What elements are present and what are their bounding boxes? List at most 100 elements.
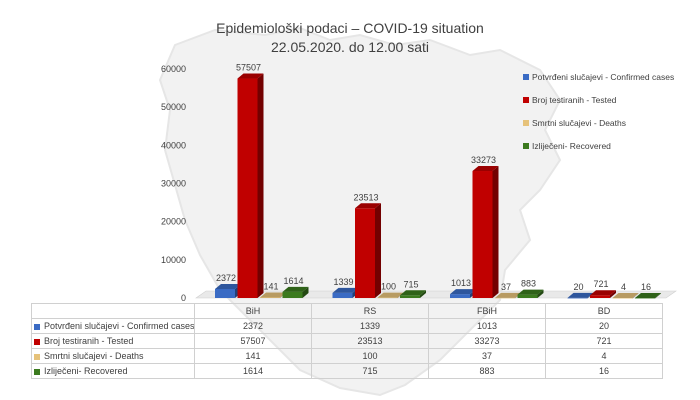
table-cell: 37: [428, 348, 546, 364]
bar-top-3-0: [282, 286, 309, 292]
bar-top-2-0: [260, 292, 286, 298]
legend-item-tested: Broj testiranih - Tested: [523, 95, 699, 118]
bar-3-0: [282, 291, 303, 298]
bar-top-1-1: [355, 203, 381, 209]
table-swatch-tested: [34, 338, 40, 345]
y-tick-label: 10000: [161, 255, 186, 265]
legend: Potvrđeni slučajevi - Confirmed cases Br…: [523, 72, 699, 164]
table-row-label: Smrtni slučajevi - Deaths: [31, 348, 195, 364]
table-cell: 2372: [194, 318, 312, 334]
legend-item-confirmed: Potvrđeni slučajevi - Confirmed cases: [523, 72, 699, 95]
bar-top-2-2: [495, 292, 521, 298]
bar-side-3-3: [655, 292, 661, 299]
y-tick-label: 40000: [161, 140, 186, 150]
y-tick-label: 50000: [161, 102, 186, 112]
bar-side-3-1: [420, 290, 426, 298]
table-row-deaths: Smrtni slučajevi - Deaths 141 100 37 4: [31, 348, 663, 364]
data-label: 141: [263, 281, 278, 291]
data-label: 715: [403, 279, 418, 289]
bar-side-3-0: [302, 286, 309, 298]
bar-side-1-1: [375, 203, 381, 298]
bar-top-1-2: [472, 166, 499, 172]
bar-1-3: [590, 295, 610, 298]
table-cell: 33273: [428, 333, 546, 349]
table-header-cell: BiH: [194, 303, 312, 319]
table-cell: 23513: [311, 333, 429, 349]
bar-3-1: [400, 295, 420, 298]
legend-swatch-tested: [523, 97, 529, 103]
bar-0-0: [215, 288, 235, 298]
data-label: 883: [521, 279, 536, 289]
bar-1-0: [237, 78, 258, 298]
table-cell: 16: [545, 363, 663, 379]
table-row-label-text: Potvrđeni slučajevi - Confirmed cases: [44, 321, 195, 331]
bar-0-3: [567, 297, 588, 299]
table-cell: 57507: [194, 333, 312, 349]
data-label: 1013: [451, 278, 471, 288]
y-tick-label: 60000: [161, 64, 186, 74]
bar-top-2-3: [612, 292, 639, 298]
y-tick-label: 30000: [161, 179, 186, 189]
table-cell: 721: [545, 333, 663, 349]
table-swatch-deaths: [34, 353, 40, 360]
bar-1-1: [355, 208, 375, 298]
table-row-tested: Broj testiranih - Tested 57507 23513 332…: [31, 333, 663, 349]
table-cell: 1339: [311, 318, 429, 334]
bar-side-1-0: [257, 73, 264, 298]
data-table: BiH RS FBiH BD Potvrđeni slučajevi - Con…: [31, 303, 663, 379]
table-cell: 4: [545, 348, 663, 364]
bar-3-2: [517, 294, 538, 298]
bar-2-1: [377, 297, 398, 299]
table-swatch-confirmed: [34, 323, 40, 330]
data-label: 2372: [216, 273, 236, 283]
legend-swatch-confirmed: [523, 74, 529, 80]
bar-2-3: [612, 297, 633, 299]
data-label: 33273: [471, 155, 496, 165]
legend-label-deaths: Smrtni slučajevi - Deaths: [532, 118, 627, 128]
table-swatch-recovered: [34, 368, 40, 375]
bar-top-0-2: [450, 289, 476, 295]
bar-side-1-2: [492, 166, 499, 298]
data-label: 721: [593, 279, 608, 289]
data-label: 4: [621, 282, 626, 292]
table-row-confirmed: Potvrđeni slučajevi - Confirmed cases 23…: [31, 318, 663, 334]
data-label: 37: [501, 282, 511, 292]
chart-title: Epidemiološki podaci – COVID-19 situatio…: [216, 20, 484, 36]
bar-side-1-3: [610, 290, 616, 298]
table-cell: 883: [428, 363, 546, 379]
legend-item-recovered: Izliječeni- Recovered: [523, 141, 699, 164]
table-row-label-text: Izliječeni- Recovered: [44, 366, 128, 376]
data-label: 1339: [333, 277, 353, 287]
bar-2-0: [260, 297, 280, 298]
bar-top-2-1: [377, 292, 404, 298]
legend-swatch-deaths: [523, 120, 529, 126]
table-row-label: Potvrđeni slučajevi - Confirmed cases: [31, 318, 195, 334]
legend-label-tested: Broj testiranih - Tested: [532, 95, 617, 105]
chart-subtitle: 22.05.2020. do 12.00 sati: [270, 39, 430, 55]
data-label: 100: [381, 282, 396, 292]
data-label: 16: [641, 282, 651, 292]
table-row-label: Izliječeni- Recovered: [31, 363, 195, 379]
bar-top-0-1: [332, 287, 359, 293]
table-header-row: BiH RS FBiH BD: [31, 303, 663, 319]
table-header-cell: BD: [545, 303, 663, 319]
table-row-recovered: Izliječeni- Recovered 1614 715 883 16: [31, 363, 663, 379]
legend-swatch-recovered: [523, 143, 529, 149]
bar-top-1-0: [237, 73, 264, 79]
table-cell: 715: [311, 363, 429, 379]
data-label: 23513: [353, 192, 378, 202]
bar-top-0-3: [567, 292, 594, 298]
table-cell: 141: [194, 348, 312, 364]
bar-0-2: [450, 294, 470, 298]
table-cell: 1013: [428, 318, 546, 334]
bar-top-3-1: [400, 290, 426, 296]
table-row-label-text: Smrtni slučajevi - Deaths: [44, 351, 144, 361]
y-tick-label: 0: [181, 293, 186, 303]
table-corner-cell: [31, 303, 195, 319]
table-cell: 1614: [194, 363, 312, 379]
table-cell: 20: [545, 318, 663, 334]
table-header-cell: FBiH: [428, 303, 546, 319]
bar-2-2: [495, 297, 515, 299]
data-label: 20: [573, 282, 583, 292]
